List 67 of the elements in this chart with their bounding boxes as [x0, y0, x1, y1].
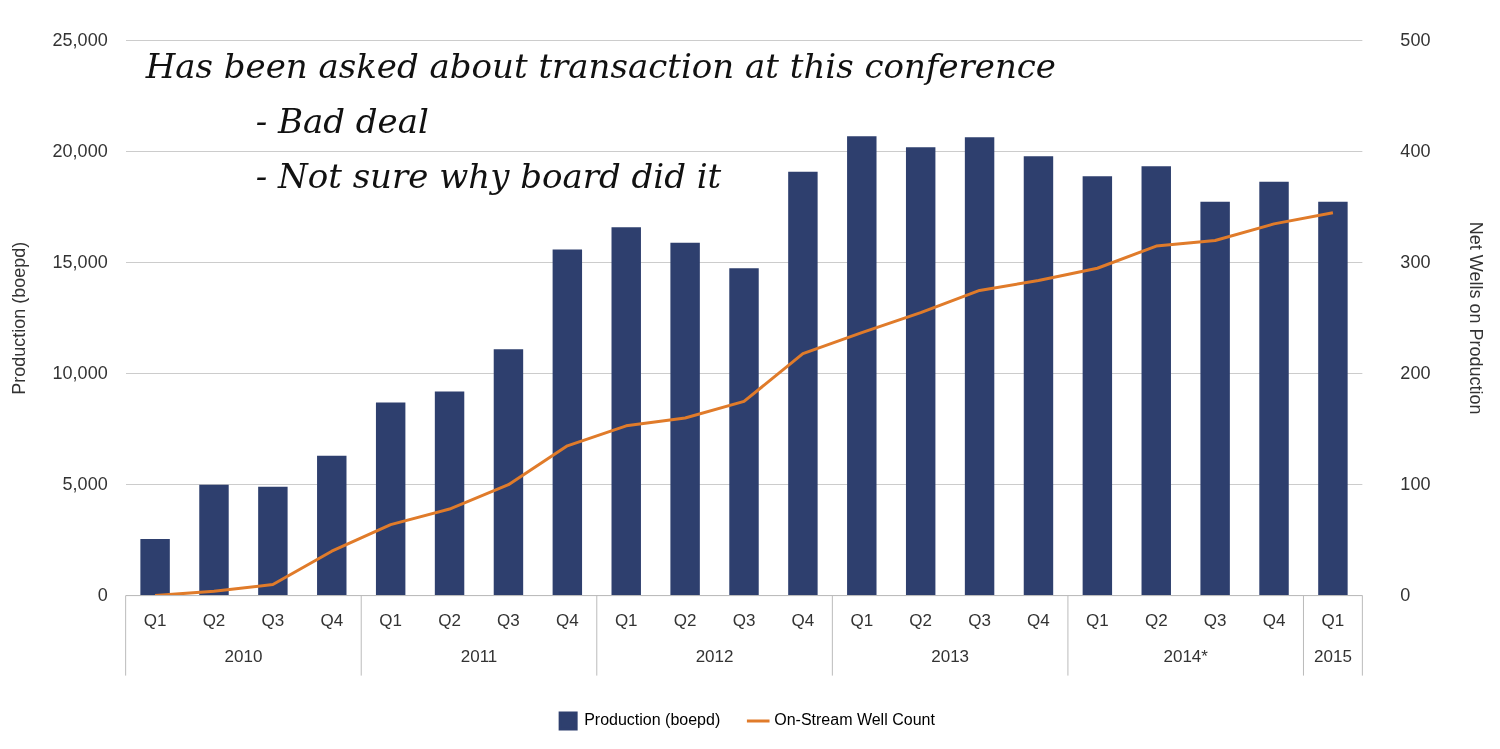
y-tick-label: 15,000: [52, 251, 108, 272]
bar: [552, 249, 583, 596]
annotation: Has been asked about transaction at this conference: [144, 45, 1056, 86]
x-tick-label: Q1: [143, 611, 167, 631]
bar: [1141, 166, 1171, 596]
x-tick-label: Q4: [791, 611, 815, 631]
x-tick-label: Q2: [673, 611, 697, 631]
x-tick-label: Q2: [438, 611, 461, 631]
y2-tick-label: 200: [1400, 362, 1431, 383]
x-tick-label: Q1: [614, 611, 638, 631]
x-tick-label: Q3: [968, 611, 991, 631]
y2-tick-label: 400: [1400, 140, 1431, 161]
text: 2011: [460, 647, 498, 667]
annotation: - Not sure why board did it: [255, 155, 722, 196]
x-tick-label: Q2: [202, 611, 226, 631]
y2-tick-label: 100: [1400, 473, 1431, 494]
bar: [199, 484, 229, 596]
bar: [905, 147, 936, 596]
text: 2015: [1314, 647, 1352, 667]
bar: [1082, 176, 1113, 596]
bar: [140, 539, 170, 596]
x-tick-label: Q1: [850, 611, 874, 631]
legend-label: Production (boepd): [584, 711, 721, 729]
y-tick-label: 5,000: [62, 473, 108, 494]
x-tick-label: Q3: [497, 611, 520, 631]
x-tick-label: Q1: [1321, 611, 1345, 631]
text: 2013: [931, 647, 970, 667]
bar: [1200, 201, 1230, 596]
bar: [1318, 201, 1348, 596]
y-axis-title: Production (boepd): [8, 241, 29, 395]
x-tick-label: Q1: [379, 611, 403, 631]
y2-axis-title: Net Wells on Production: [1466, 221, 1487, 415]
bar: [375, 402, 406, 596]
bar: [1259, 181, 1289, 596]
x-tick-label: Q3: [1203, 611, 1227, 631]
bar: [258, 486, 288, 596]
y2-tick-label: 500: [1400, 29, 1431, 50]
x-tick-label: Q2: [1144, 611, 1168, 631]
x-tick-label: Q1: [1086, 611, 1109, 631]
text: 2014*: [1163, 647, 1209, 667]
y-tick-label: 20,000: [52, 140, 108, 161]
bar: [317, 455, 347, 596]
text: 2012: [695, 647, 734, 667]
y-tick-label: 10,000: [52, 362, 108, 383]
y2-tick-label: 0: [1400, 584, 1411, 605]
bar: [670, 242, 700, 596]
x-tick-label: Q2: [909, 611, 933, 631]
bar: [1023, 156, 1054, 596]
y-tick-label: 0: [97, 584, 108, 605]
bar: [434, 391, 465, 596]
legend-label: On-Stream Well Count: [774, 711, 936, 729]
bar: [493, 349, 524, 596]
bar: [847, 136, 877, 596]
x-tick-label: Q4: [1262, 611, 1286, 631]
y-tick-label: 25,000: [52, 29, 108, 50]
bar: [964, 137, 995, 596]
bar: [729, 268, 759, 596]
x-tick-label: Q4: [1027, 611, 1050, 631]
x-tick-label: Q3: [261, 611, 285, 631]
annotation: - Bad deal: [255, 100, 429, 141]
bar: [788, 171, 818, 596]
bar: [611, 227, 641, 596]
text: 2010: [224, 647, 263, 667]
x-tick-label: Q4: [320, 611, 344, 631]
x-tick-label: Q4: [555, 611, 579, 631]
x-tick-label: Q3: [732, 611, 756, 631]
y2-tick-label: 300: [1400, 251, 1431, 272]
